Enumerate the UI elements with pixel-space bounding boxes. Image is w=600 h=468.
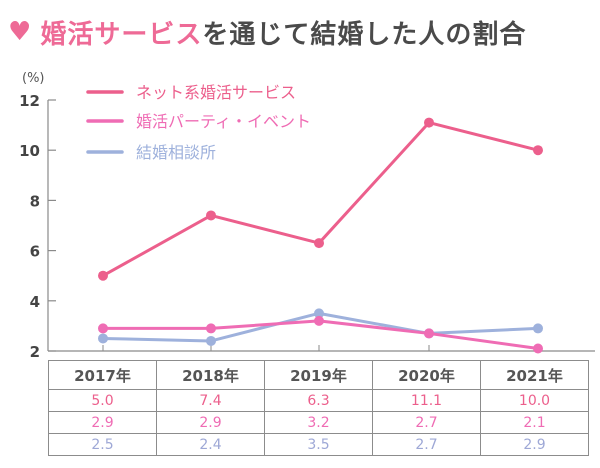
- table-cell: 6.3: [264, 389, 373, 412]
- data-point: [98, 333, 108, 344]
- y-tick-label: 6: [30, 243, 40, 261]
- title-highlight: 婚活サービス: [40, 19, 203, 50]
- data-point: [533, 145, 543, 156]
- table-cell: 3.5: [264, 433, 373, 456]
- table-header-cell: 2017年: [48, 360, 157, 390]
- table-cell: 11.1: [372, 389, 481, 412]
- y-tick-label: 2: [30, 343, 40, 361]
- y-tick-label: 8: [30, 192, 40, 210]
- legend-label: ネット系婚活サービス: [136, 83, 296, 102]
- table-header-cell: 2020年: [372, 360, 481, 390]
- table-header-row: 2017年 2018年 2019年 2020年 2021年: [48, 360, 589, 390]
- table-header-cell: 2019年: [264, 360, 373, 390]
- data-point: [206, 335, 216, 346]
- table-row: 5.0 7.4 6.3 11.1 10.0: [48, 389, 589, 412]
- data-point: [533, 343, 543, 354]
- data-point: [206, 210, 216, 221]
- data-point: [424, 328, 434, 339]
- legend-label: 結婚相談所: [136, 143, 216, 162]
- table-cell: 2.1: [480, 411, 589, 434]
- data-point: [533, 323, 543, 334]
- data-point: [314, 308, 324, 319]
- title-rest: を通じて結婚した人の割合: [202, 19, 527, 50]
- data-point: [314, 238, 324, 249]
- table-cell: 2.7: [372, 433, 481, 456]
- heart-icon: ♥: [8, 17, 33, 47]
- table-cell: 2.5: [48, 433, 157, 456]
- table-header-cell: 2021年: [480, 360, 589, 390]
- data-table: 2017年 2018年 2019年 2020年 2021年 5.0 7.4 6.3 11.1 10…: [48, 360, 589, 456]
- table-cell: 5.0: [48, 389, 157, 412]
- table-cell: 2.9: [48, 411, 157, 434]
- table-cell: 3.2: [264, 411, 373, 434]
- y-axis-unit: (%): [22, 71, 45, 86]
- y-tick-label: 10: [19, 142, 40, 160]
- y-tick-label: 4: [30, 293, 40, 311]
- legend-label: 婚活パーティ・イベント: [136, 112, 311, 131]
- table-cell: 2.9: [156, 411, 265, 434]
- table-row: 2.5 2.4 3.5 2.7 2.9: [48, 433, 589, 456]
- table-cell: 10.0: [480, 389, 589, 412]
- table-cell: 7.4: [156, 389, 265, 412]
- table-header-cell: 2018年: [156, 360, 265, 390]
- table-cell: 2.4: [156, 433, 265, 456]
- data-point: [206, 323, 216, 334]
- y-tick-label: 12: [19, 92, 40, 110]
- table-cell: 2.7: [372, 411, 481, 434]
- table-row: 2.9 2.9 3.2 2.7 2.1: [48, 411, 589, 434]
- data-point: [98, 270, 108, 281]
- data-point: [314, 315, 324, 326]
- table-cell: 2.9: [480, 433, 589, 456]
- data-point: [98, 323, 108, 334]
- chart-title: ♥ 婚活サービス を通じて結婚した人の割合: [8, 14, 526, 50]
- data-point: [424, 117, 434, 128]
